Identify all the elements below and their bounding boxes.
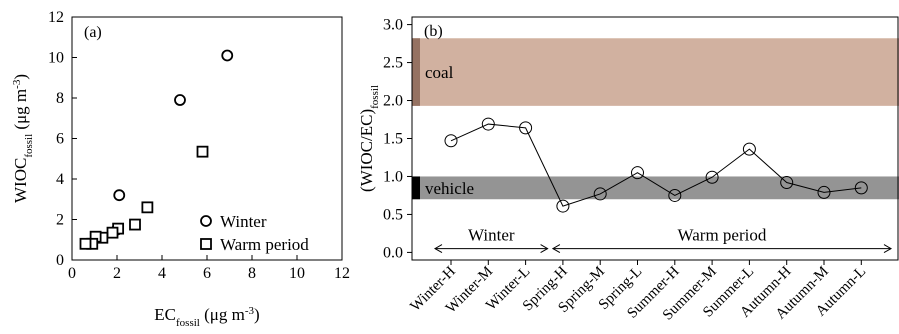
vehicle-band [412, 176, 899, 200]
data-point-winter-l [519, 121, 533, 135]
y-tick-label: 3.0 [383, 17, 403, 34]
y-tick-label: 12 [48, 9, 64, 26]
y-tick-label: 0.5 [383, 206, 403, 223]
x-tick-label: 12 [334, 265, 350, 282]
y-tick-label: 10 [48, 50, 64, 67]
panel-a-ticks: 0 2 4 6 8 10 12 0 2 4 6 8 10 12 [48, 9, 350, 282]
coal-band [412, 38, 899, 106]
warm-period-data-point [79, 237, 92, 250]
legend-warm-period-marker [200, 238, 212, 250]
coal-band-edge [412, 38, 420, 106]
period-label: Winter [468, 226, 515, 245]
panel-b-label: (b) [424, 23, 443, 40]
y-tick-label: 0 [56, 252, 64, 269]
panel-a-scatter: 0 2 4 6 8 10 12 0 2 4 6 8 10 12 (a) Winter Warm period… [11, 9, 350, 329]
y-tick-label: 1.0 [383, 168, 403, 185]
vehicle-band-edge [412, 176, 420, 200]
data-point-summer-l [742, 142, 756, 156]
y-tick-label: 4 [56, 171, 64, 188]
panel-a-label: (a) [84, 24, 102, 41]
winter-data-point [113, 189, 126, 202]
panel-a-x-axis-label: ECfossil (μg m-3) [154, 305, 259, 329]
panel-a-y-axis-label: WIOCfossil (μg m-3) [11, 74, 35, 203]
y-tick-label: 2.0 [383, 93, 403, 110]
panel-a-points [79, 49, 234, 250]
data-point-spring-l [631, 166, 644, 180]
warm-period-data-point [141, 201, 154, 214]
x-tick-label: 0 [68, 265, 76, 282]
warm-period-data-point [129, 218, 141, 231]
legend-winter-marker [200, 215, 212, 227]
y-tick-label: 2 [56, 212, 64, 229]
legend-warm-period-label: Warm period [220, 235, 309, 254]
y-tick-label: 2.5 [383, 55, 403, 72]
panel-b-points [444, 117, 868, 213]
coal-band-label: coal [425, 63, 454, 82]
y-tick-label: 8 [56, 90, 64, 107]
data-point-spring-h [556, 199, 570, 213]
winter-data-point [174, 94, 186, 106]
x-tick-label: 6 [203, 265, 211, 282]
x-tick-label: 8 [248, 265, 256, 282]
data-point-autumn-h [780, 176, 794, 190]
data-point-summer-m [705, 170, 719, 184]
winter-data-point [221, 49, 234, 62]
y-tick-label: 0.0 [383, 244, 403, 261]
data-point-autumn-m [817, 185, 831, 199]
warm-period-data-point [106, 226, 119, 239]
data-point-spring-m [593, 187, 607, 201]
period-arrow-head-left [433, 244, 443, 254]
vehicle-band-label: vehicle [425, 179, 474, 198]
period-label: Warm period [678, 226, 767, 245]
x-tick-label: 2 [113, 265, 121, 282]
x-tick-label: 10 [289, 265, 305, 282]
x-tick-label: 4 [158, 265, 166, 282]
y-tick-label: 6 [56, 131, 64, 148]
data-point-autumn-l [854, 181, 868, 195]
warm-period-data-point [196, 145, 209, 158]
panel-b-reference-bands: coal vehicle [412, 38, 899, 200]
period-arrow-head-right [540, 244, 549, 254]
period-arrow-head-right [883, 244, 893, 254]
data-point-summer-h [668, 188, 682, 202]
data-point-winter-h [444, 134, 458, 148]
period-arrow-head-left [551, 244, 561, 254]
legend-winter-label: Winter [220, 212, 267, 231]
y-tick-label: 1.5 [383, 131, 403, 148]
data-point-winter-m [481, 117, 495, 131]
panel-b-y-axis-label: (WIOC/EC)fossil [357, 85, 381, 192]
panel-b-period-annotations: Winter Warm period [433, 226, 893, 254]
panel-a-legend: Winter Warm period [200, 212, 309, 254]
